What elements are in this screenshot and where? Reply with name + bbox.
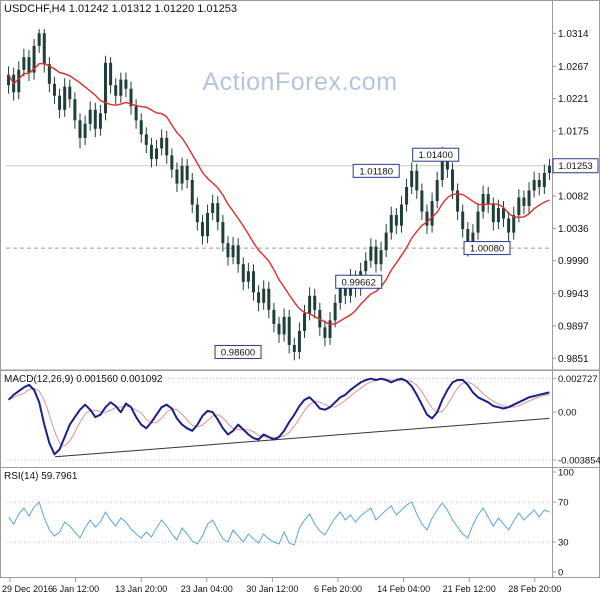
rsi-indicator-label: RSI(14) 59.7961 xyxy=(4,471,78,482)
price-label-box xyxy=(214,344,262,359)
panel-borders xyxy=(0,0,600,578)
ma-line xyxy=(7,63,550,326)
axis-label: 0.00 xyxy=(558,408,577,419)
axis-label: 0.9897 xyxy=(558,321,589,332)
current-price-box xyxy=(552,158,599,174)
axis-label: 0.9943 xyxy=(558,289,589,300)
axis-label: 0.98600 xyxy=(221,347,255,358)
axis-label: 30 xyxy=(558,538,569,549)
axis-label: 30 Jan 12:00 xyxy=(246,584,298,594)
price-label-box xyxy=(335,274,383,289)
price-label-box xyxy=(352,163,400,178)
moving-average-line xyxy=(7,63,550,326)
axis-label: 1.0036 xyxy=(558,224,589,235)
watermark-text: ActionForex.com xyxy=(202,68,398,96)
price-annotations: 1.01400 1.01180 1.00080 0.99662 0.98600 1.012… xyxy=(214,147,599,359)
axis-label: 21 Feb 12:00 xyxy=(443,584,496,594)
axis-label: 1.0221 xyxy=(558,94,589,105)
axis-label: -0.003854 xyxy=(558,455,600,466)
macd-indicator-label: MACD(12,26,9) 0.001560 0.001092 xyxy=(4,374,163,385)
axis-label: 1.0267 xyxy=(558,62,589,73)
rsi-panel: 100 70 30 0 xyxy=(6,468,574,579)
axis-label: 1.01180 xyxy=(359,166,393,177)
symbol-ohlc-title: USDCHF,H4 1.01242 1.01312 1.01220 1.0125… xyxy=(4,3,238,15)
axis-label: 100 xyxy=(558,468,574,479)
axis-label: 1.0175 xyxy=(558,126,589,137)
axis-label: 1.0082 xyxy=(558,192,589,203)
price-label-box xyxy=(463,241,511,256)
macd-trendline xyxy=(55,417,550,458)
axis-label: 6 Jan 12:00 xyxy=(52,584,99,594)
axis-label: 1.01253 xyxy=(558,161,592,172)
axis-label: 23 Jan 04:00 xyxy=(181,584,233,594)
axis-label: 1.01400 xyxy=(419,150,453,161)
reference-lines xyxy=(6,165,552,249)
axis-label: 0.002727 xyxy=(558,374,598,385)
macd-panel: 0.002727 0.00 -0.003854 xyxy=(6,374,600,466)
axis-label: 0.9990 xyxy=(558,256,589,267)
axis-label: 0.99662 xyxy=(342,277,376,288)
axis-label: 13 Jan 20:00 xyxy=(115,584,167,594)
axis-label: 0 xyxy=(558,568,563,579)
price-axis: 1.03141.02671.02211.01751.01281.00821.00… xyxy=(552,29,589,365)
axis-label: 0.9851 xyxy=(558,354,589,365)
price-label-box xyxy=(412,147,460,162)
time-axis: 29 Dec 2016 6 Jan 12:00 13 Jan 20:00 23 Jan… xyxy=(2,577,561,594)
axis-label: 29 Dec 2016 xyxy=(2,584,53,594)
axis-label: 28 Feb 20:00 xyxy=(508,584,561,594)
macd-main-line xyxy=(7,377,550,456)
axis-label: 1.00080 xyxy=(470,244,504,255)
axis-label: 70 xyxy=(558,498,569,509)
axis-label: 14 Feb 04:00 xyxy=(377,584,430,594)
axis-label: 1.0314 xyxy=(558,29,589,40)
candlestick-series xyxy=(7,29,551,361)
rsi-line xyxy=(8,501,550,546)
axis-label: 6 Feb 20:00 xyxy=(314,584,362,594)
